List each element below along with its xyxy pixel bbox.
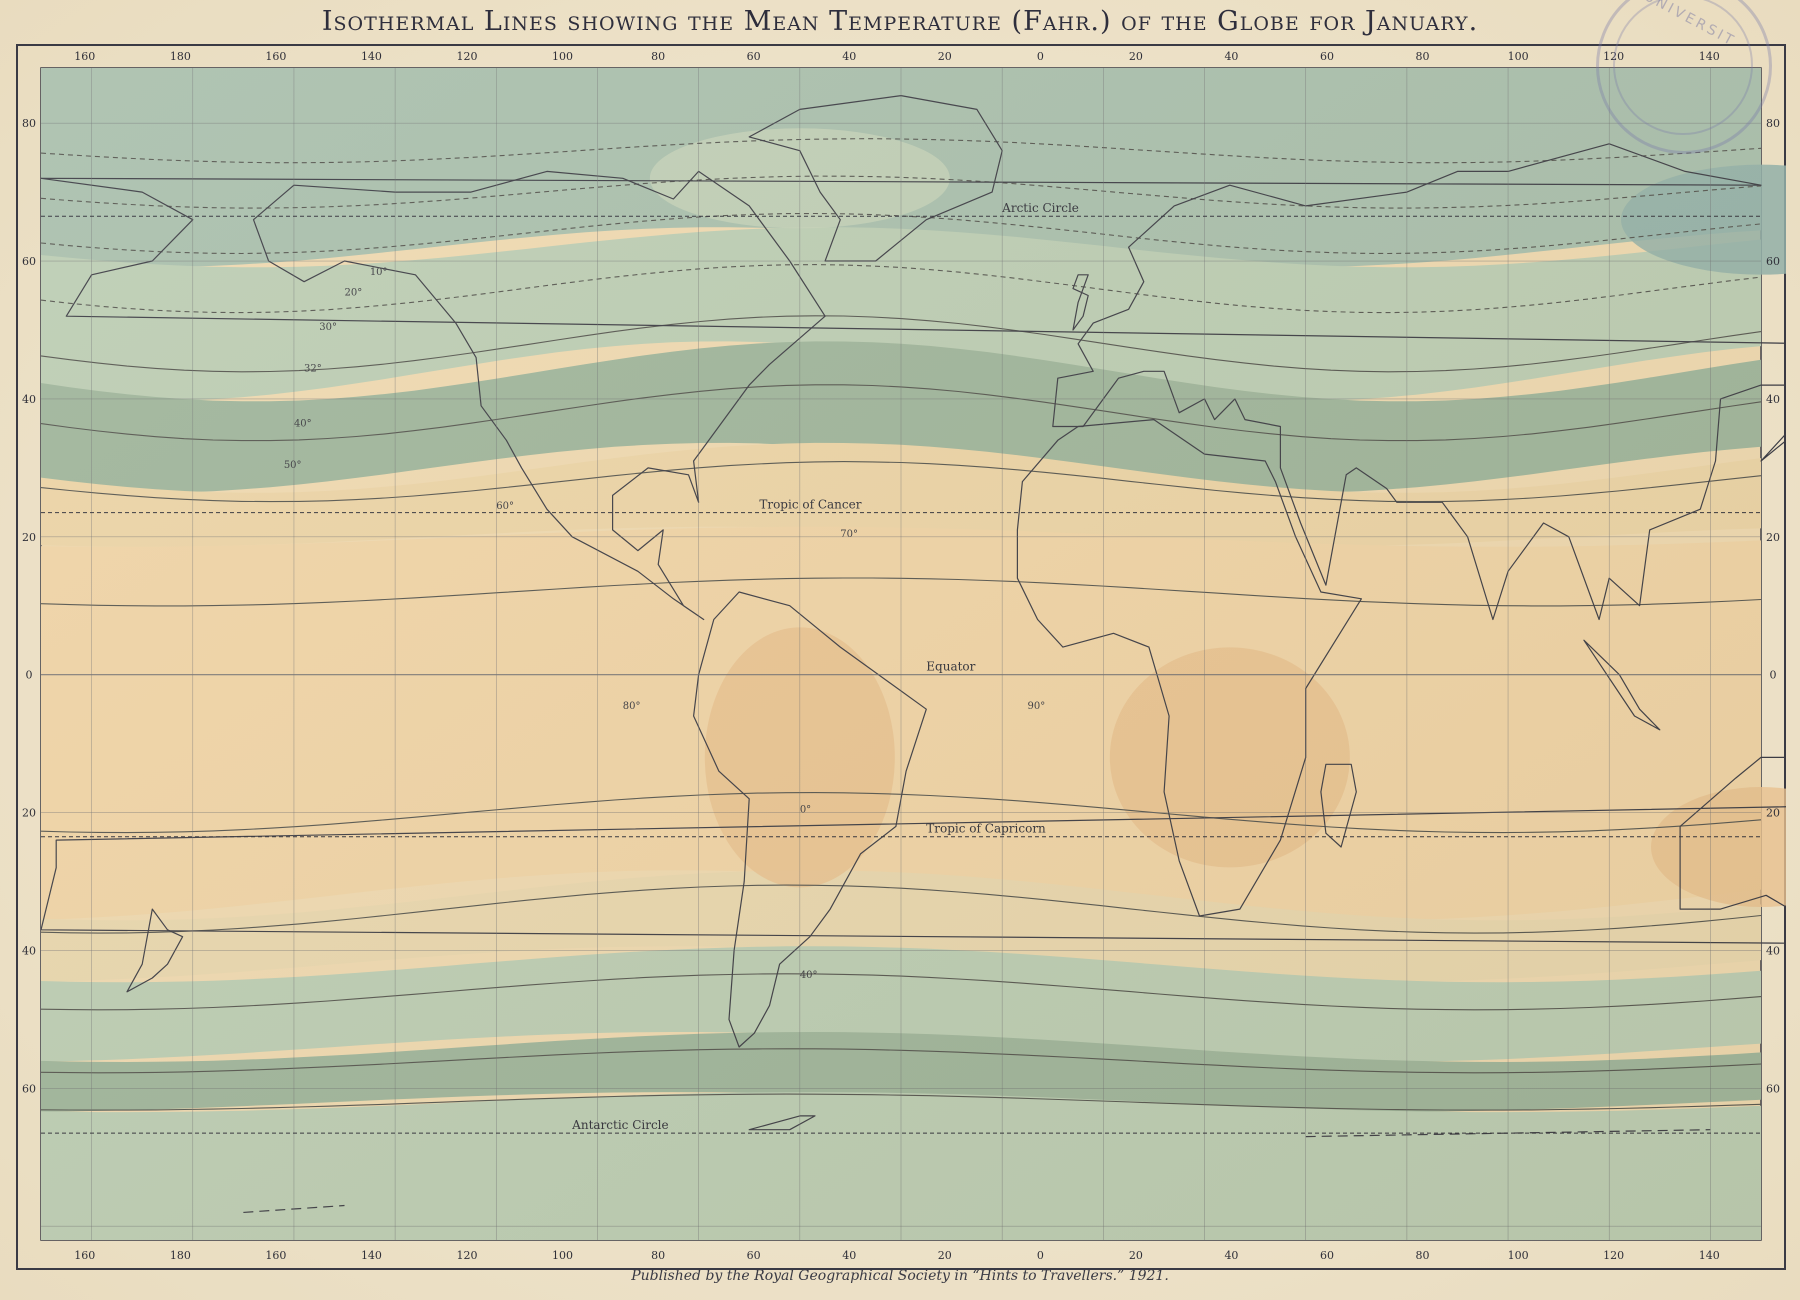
longitude-label: 60 [1320, 1249, 1334, 1262]
latitude-label: 60 [22, 1082, 36, 1095]
latitude-label: 40 [22, 393, 36, 406]
latitude-label: 20 [1766, 531, 1780, 544]
isotherm-value-label: 60° [496, 501, 514, 512]
isotherm-value-label: 10° [370, 267, 388, 278]
isotherm-value-label: 30° [319, 322, 337, 333]
latitude-label: 40 [22, 944, 36, 957]
world-isotherm-map: Arctic Circle Tropic of Cancer Equator Trop… [16, 44, 1800, 1270]
longitude-label: 160 [74, 50, 95, 63]
longitude-label: 120 [457, 1249, 478, 1262]
longitude-label: 60 [747, 50, 761, 63]
longitude-label: 140 [1699, 1249, 1720, 1262]
isotherm-value-label: 40° [800, 970, 818, 981]
longitude-label: 80 [1416, 1249, 1430, 1262]
map-title: Isothermal Lines showing the Mean Temper… [321, 6, 1479, 37]
longitude-label: 180 [170, 1249, 191, 1262]
latitude-label: 80 [22, 117, 36, 130]
hot-zone-africa [1109, 647, 1350, 868]
longitude-label: 80 [651, 1249, 665, 1262]
latitude-label: 20 [22, 807, 36, 820]
isotherm-value-label: 20° [345, 288, 363, 299]
latitude-label: 60 [1766, 1082, 1780, 1095]
longitude-label: 0 [1037, 1249, 1044, 1262]
latitude-label: 60 [22, 255, 36, 268]
longitude-label: 140 [361, 50, 382, 63]
longitude-label: 80 [651, 50, 665, 63]
longitude-label: 20 [938, 1249, 952, 1262]
outer-border [16, 44, 1786, 1270]
longitude-label: 120 [1603, 1249, 1624, 1262]
longitude-label: 40 [842, 1249, 856, 1262]
reference-label: Antarctic Circle [571, 1118, 668, 1132]
longitude-label: 120 [457, 50, 478, 63]
longitude-label: 160 [265, 50, 286, 63]
latitude-label: 40 [1766, 393, 1780, 406]
longitude-label: 160 [265, 1249, 286, 1262]
reference-label: Tropic of Capricorn [926, 822, 1046, 836]
longitude-label: 100 [552, 1249, 573, 1262]
isotherm-value-label: 0° [800, 805, 811, 816]
longitude-labels-bottom: 160 180 160 140 120 100 80 60 40 20 0 20 40 60 80 100 12… [74, 1249, 1719, 1262]
longitude-label: 180 [170, 50, 191, 63]
isotherm-value-label: 32° [304, 363, 322, 374]
isotherm-value-label: 70° [840, 529, 858, 540]
longitude-label: 20 [1129, 1249, 1143, 1262]
longitude-label: 20 [1129, 50, 1143, 63]
reference-label: Equator [926, 660, 975, 674]
latitude-label: 0 [1770, 669, 1777, 682]
isotherm-value-label: 80° [623, 701, 641, 712]
longitude-label: 40 [1224, 1249, 1238, 1262]
longitude-label: 60 [1320, 50, 1334, 63]
reference-label: Tropic of Cancer [759, 498, 861, 512]
isotherm-value-label: 90° [1027, 701, 1045, 712]
longitude-labels-top: 160 180 160 140 120 100 80 60 40 20 0 20 40 60 80 100 12… [74, 50, 1719, 63]
latitude-label: 40 [1766, 944, 1780, 957]
longitude-label: 40 [842, 50, 856, 63]
longitude-label: 80 [1416, 50, 1430, 63]
latitude-labels-left: 80 60 40 20 0 20 40 60 [22, 117, 36, 1095]
latitude-labels-right: 80 60 40 20 0 20 40 60 [1766, 117, 1780, 1095]
longitude-label: 100 [1508, 50, 1529, 63]
isotherm-value-label: 50° [284, 460, 302, 471]
publisher-credit: Published by the Royal Geographical Soci… [631, 1268, 1169, 1284]
latitude-label: 0 [26, 669, 33, 682]
reference-label: Arctic Circle [1001, 201, 1079, 215]
longitude-label: 0 [1037, 50, 1044, 63]
isotherm-value-label: 40° [294, 418, 312, 429]
map-frame: Arctic Circle Tropic of Cancer Equator Trop… [16, 44, 1800, 1270]
latitude-label: 80 [1766, 117, 1780, 130]
longitude-label: 140 [361, 1249, 382, 1262]
longitude-label: 160 [74, 1249, 95, 1262]
library-stamp: UNIVERSIT [1596, 0, 1772, 154]
longitude-label: 60 [747, 1249, 761, 1262]
longitude-label: 100 [1508, 1249, 1529, 1262]
temperature-bands [41, 68, 1800, 1240]
latitude-label: 20 [1766, 807, 1780, 820]
longitude-label: 20 [938, 50, 952, 63]
latitude-label: 60 [1766, 255, 1780, 268]
latitude-label: 20 [22, 531, 36, 544]
longitude-label: 40 [1224, 50, 1238, 63]
longitude-label: 100 [552, 50, 573, 63]
